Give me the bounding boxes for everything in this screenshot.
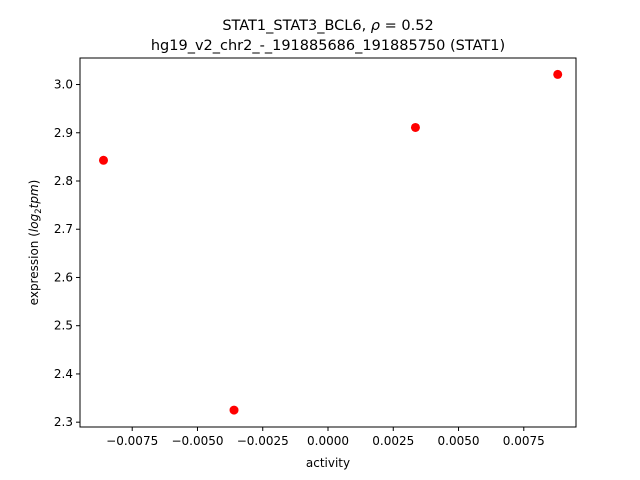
chart-title-line2: hg19_v2_chr2_-_191885686_191885750 (STAT…: [151, 38, 505, 54]
x-tick-label: 0.0025: [372, 434, 414, 448]
data-point: [98, 155, 108, 165]
x-tick-label: −0.0050: [171, 434, 223, 448]
x-tick-label: −0.0075: [106, 434, 158, 448]
y-tick-label: 3.0: [54, 78, 73, 92]
data-point: [410, 122, 420, 132]
data-point: [553, 69, 563, 79]
data-points: [98, 69, 563, 415]
ylabel-log: log: [27, 213, 41, 232]
x-tick-label: 0.0050: [438, 434, 480, 448]
x-tick-label: −0.0025: [237, 434, 289, 448]
ylabel-prefix: expression (: [27, 232, 41, 305]
data-point: [229, 405, 239, 415]
x-axis-label: activity: [306, 456, 350, 470]
x-tick-label: 0.0000: [307, 434, 349, 448]
y-tick-label: 2.8: [54, 174, 73, 188]
title-prefix: STAT1_STAT3_BCL6,: [222, 18, 370, 34]
title-rho-symbol: ρ: [371, 18, 381, 34]
chart-title-line1: STAT1_STAT3_BCL6, ρ = 0.52: [222, 18, 433, 34]
ylabel-tpm: tpm: [27, 184, 41, 208]
ylabel-subscript: 2: [34, 208, 44, 213]
x-tick-label: 0.0075: [503, 434, 545, 448]
y-tick-label: 2.9: [54, 126, 73, 140]
plot-frame: [79, 57, 577, 428]
title-rho-value: = 0.52: [380, 18, 434, 34]
y-tick-label: 2.6: [54, 270, 73, 284]
y-tick-label: 2.5: [54, 319, 73, 333]
ylabel-suffix: ): [27, 180, 41, 185]
y-axis-ticks: 2.3 2.4 2.5 2.6 2.7 2.8 2.9 3.0: [54, 78, 80, 429]
y-tick-label: 2.3: [54, 415, 73, 429]
x-axis-ticks: −0.0075 −0.0050 −0.0025 0.0000 0.0025 0.0050 0…: [106, 427, 545, 448]
y-tick-label: 2.4: [54, 367, 73, 381]
y-axis-label: expression (log2tpm): [27, 180, 44, 306]
y-tick-label: 2.7: [54, 222, 73, 236]
